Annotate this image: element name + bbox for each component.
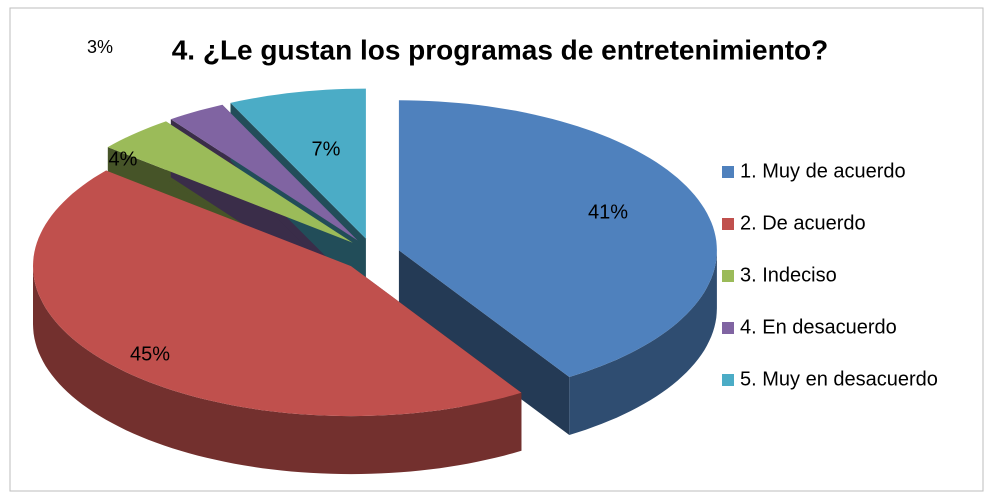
data-label: 41%: [588, 201, 628, 223]
slice: [33, 170, 522, 417]
slice-wall: [33, 266, 522, 475]
data-label: 4%: [109, 148, 138, 170]
legend-label: 3. Indeciso: [740, 264, 837, 286]
legend-label: 5. Muy en desacuerdo: [740, 368, 938, 390]
legend-swatch: [722, 322, 734, 334]
legend-swatch: [722, 270, 734, 282]
legend-label: 4. En desacuerdo: [740, 316, 897, 338]
data-label: 7%: [312, 138, 341, 160]
slice: [230, 88, 366, 239]
slice: [107, 121, 353, 243]
legend-swatch: [722, 374, 734, 386]
legend-label: 2. De acuerdo: [740, 212, 866, 234]
data-label: 3%: [87, 37, 113, 57]
legend-swatch: [722, 218, 734, 230]
legend-swatch: [722, 166, 734, 178]
chart-title: 4. ¿Le gustan los programas de entreteni…: [172, 34, 829, 65]
slice-side: [398, 250, 570, 435]
slice-wall: [569, 250, 717, 435]
data-label: 45%: [130, 343, 170, 365]
legend-label: 1. Muy de acuerdo: [740, 160, 906, 182]
slice: [398, 100, 717, 378]
slice: [170, 104, 358, 241]
